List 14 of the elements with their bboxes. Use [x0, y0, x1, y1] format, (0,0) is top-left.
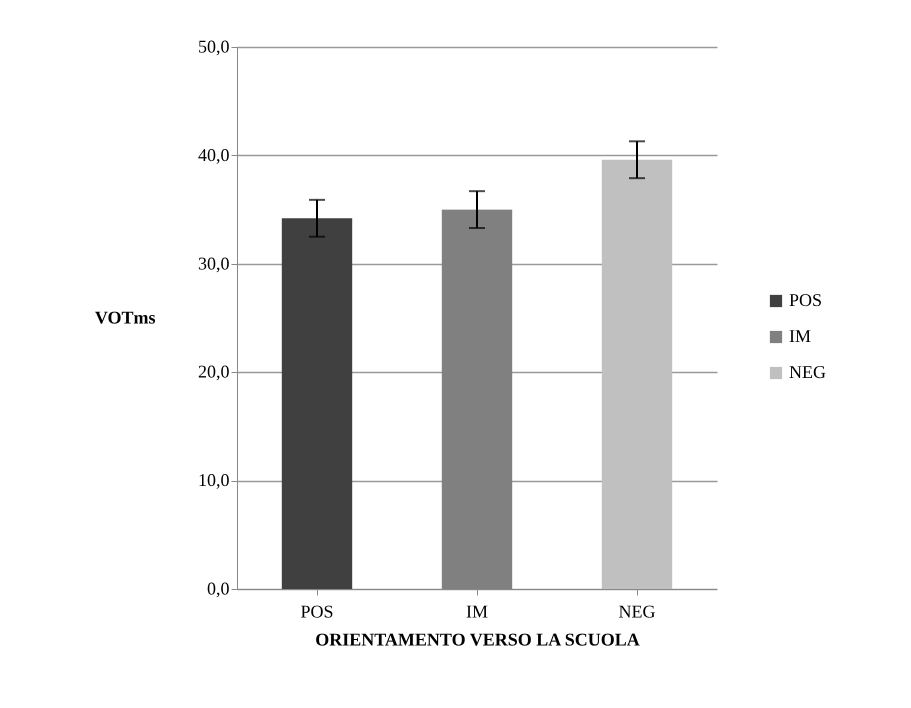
x-tick-label: POS [300, 602, 334, 622]
y-axis-title: VOTms [94, 308, 156, 328]
x-tick-label: IM [466, 602, 488, 622]
y-tick-label: 30,0 [198, 253, 230, 274]
y-tick-label: 50,0 [198, 36, 230, 56]
x-tick-label: NEG [618, 602, 656, 622]
y-tick-label: 20,0 [198, 362, 230, 382]
legend-label: POS [789, 290, 822, 310]
legend-label: NEG [789, 362, 826, 382]
y-tick-label: 10,0 [198, 470, 230, 490]
y-tick-label: 40,0 [198, 144, 230, 165]
x-axis-title: ORIENTAMENTO VERSO LA SCUOLA [315, 630, 640, 650]
y-tick-label: 0,0 [207, 578, 230, 598]
legend-label: IM [789, 326, 811, 346]
